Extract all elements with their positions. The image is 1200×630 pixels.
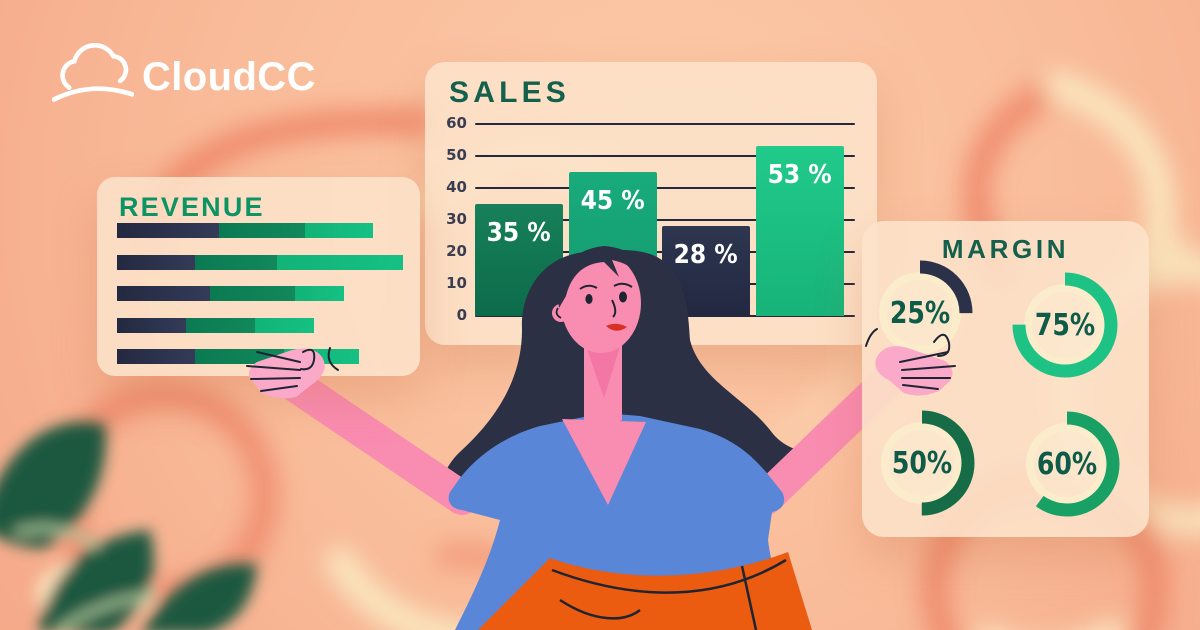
segment-dark-green [219, 223, 305, 238]
left-forearm [275, 366, 479, 515]
shirt [448, 413, 790, 630]
segment-bright-green [277, 254, 403, 270]
margin-title: MARGIN [941, 234, 1070, 264]
margin-donut: 50% [860, 401, 984, 525]
donut-ring [867, 260, 973, 366]
sales-bar: 45 % [568, 172, 657, 316]
y-axis-tick: 30 [446, 210, 467, 228]
brand-name: CloudCC [142, 55, 316, 99]
segment-dark-green [210, 286, 295, 302]
neck-shadow [584, 340, 622, 398]
donut-value: 25% [889, 295, 951, 331]
segment-bright-green [305, 223, 373, 238]
gridline [475, 219, 855, 221]
pants [478, 552, 812, 630]
neck [584, 335, 622, 427]
revenue-panel: REVENUE [97, 177, 420, 376]
margin-panel: MARGIN 25% 75% 50% 60% [862, 221, 1149, 537]
segment-navy [117, 254, 195, 270]
sales-bar-value: 45 % [580, 186, 645, 216]
donut-value: 60% [1036, 446, 1098, 482]
cloud-icon [52, 42, 134, 102]
leaves-decoration [0, 422, 257, 630]
revenue-title: REVENUE [119, 192, 265, 222]
segment-bright-green [295, 286, 344, 302]
segment-bright-green [255, 317, 314, 333]
donut-ring [1014, 411, 1120, 517]
y-axis-tick: 20 [446, 242, 467, 260]
segment-dark-green [195, 349, 284, 365]
donut-value: 50% [891, 445, 953, 481]
brand-logo[interactable]: CloudCC [52, 40, 316, 108]
neckline [562, 419, 646, 505]
sales-bar: 28 % [662, 226, 750, 316]
revenue-bar-row [117, 223, 373, 238]
segment-navy [117, 223, 219, 238]
segment-navy [117, 286, 210, 302]
sales-bar: 35 % [475, 204, 563, 316]
margin-donut: 75% [1003, 263, 1127, 387]
segment-navy [117, 317, 186, 333]
gridline [475, 155, 855, 157]
y-axis-tick: 0 [456, 306, 467, 324]
sales-bar-chart: 0 10 20 30 40 50 60 35 % 45 % 28 % 53 % [425, 62, 877, 345]
gridline [475, 187, 855, 189]
donut-ring [1012, 272, 1118, 378]
y-axis-tick: 10 [446, 274, 467, 292]
margin-donut: 60% [1005, 402, 1129, 526]
margin-donut: 25% [858, 251, 982, 375]
sales-panel: SALES 0 10 20 30 40 50 60 35 % 45 % 28 % 53 % [425, 62, 877, 345]
sales-title: SALES [449, 76, 571, 109]
sales-bar: 53 % [755, 146, 844, 316]
y-axis-tick: 40 [446, 178, 467, 196]
revenue-bar-row [117, 317, 314, 333]
segment-dark-green [186, 317, 255, 333]
segment-bright-green [284, 349, 359, 365]
donut-ring [869, 410, 975, 516]
revenue-bar-row [117, 254, 403, 270]
y-axis-tick: 60 [446, 114, 467, 132]
gridline [475, 123, 855, 125]
sales-bar-value: 53 % [767, 160, 832, 191]
segment-navy [117, 349, 195, 365]
segment-dark-green [195, 254, 277, 270]
donut-value: 75% [1034, 307, 1096, 343]
sales-bar-value: 28 % [673, 240, 739, 271]
y-axis-tick: 50 [446, 146, 467, 164]
revenue-bar-row [117, 286, 344, 302]
sales-bar-value: 35 % [486, 218, 552, 248]
revenue-bar-row [117, 349, 359, 365]
